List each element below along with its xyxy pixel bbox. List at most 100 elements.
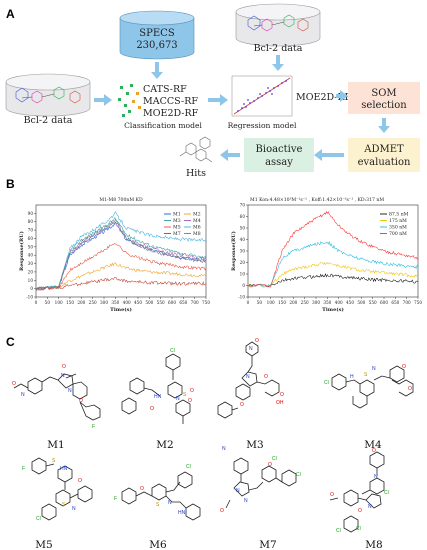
molecule-label-m4: M4: [364, 439, 382, 451]
x-tick-label: 150: [278, 300, 286, 305]
legend-label: M2: [193, 212, 201, 218]
specs-database-icon: [119, 10, 195, 60]
classification-caption: Classification model: [124, 121, 202, 130]
svg-text:H: H: [350, 374, 354, 380]
series-line: [247, 211, 419, 288]
svg-text:O: O: [78, 478, 82, 484]
x-tick-label: 700: [403, 300, 411, 305]
svg-text:N: N: [249, 346, 253, 352]
svg-text:HN: HN: [154, 394, 162, 400]
molecule-label-m8: M8: [365, 539, 382, 550]
molecule-m8-structure: O N Cl O O N Cl Cl: [329, 448, 389, 534]
svg-text:O: O: [264, 374, 268, 380]
y-tick-label: -10: [26, 295, 33, 300]
legend-label: 350 nM: [389, 225, 407, 231]
plot-frame: [35, 204, 207, 298]
series-line: [247, 240, 419, 288]
x-tick-label: 150: [66, 300, 74, 305]
svg-text:O: O: [372, 448, 376, 454]
bioassay-box: [244, 138, 314, 172]
legend-label: M1: [173, 212, 181, 218]
y-tick-label: 50: [28, 244, 34, 249]
x-axis-label: Time(s): [322, 306, 344, 313]
legend-label: M6: [193, 225, 201, 231]
som-box: [348, 82, 420, 114]
x-tick-label: 650: [391, 300, 399, 305]
hits-molecule-icon: [179, 136, 213, 163]
som-line-2: selection: [361, 100, 407, 111]
x-tick-label: 450: [134, 300, 142, 305]
sensorgram-chart-m1-concentrations: 0 50 100 150 200 250 300 350 400 450 500 550 600 650 7…: [230, 197, 422, 313]
panel-b-letter: B: [6, 177, 15, 191]
series-line: [247, 261, 419, 288]
svg-text:O: O: [62, 364, 66, 370]
database-name: SPECS: [139, 28, 175, 39]
class-model-2: MACCS-RF: [143, 96, 198, 107]
regression-caption: Regression model: [228, 121, 297, 130]
svg-text:S: S: [62, 502, 66, 508]
panel-a-letter: A: [6, 7, 15, 21]
legend-label: 175 nM: [389, 218, 407, 224]
class-model-3: MOE2D-RF: [143, 108, 199, 119]
x-tick-label: 250: [89, 300, 97, 305]
chart-title: M1 Kon:4.48×10³M⁻¹s⁻¹ , Koff:1.42×10⁻³s⁻…: [250, 197, 384, 203]
bcl2-left-label: Bcl-2 data: [24, 115, 73, 126]
y-tick-label: 30: [28, 261, 34, 266]
series-line: [35, 219, 207, 291]
svg-text:HN: HN: [60, 466, 68, 472]
svg-text:O: O: [408, 386, 412, 392]
x-tick-label: 200: [77, 300, 85, 305]
svg-text:N: N: [374, 474, 378, 480]
y-tick-label: -10: [238, 295, 245, 300]
regression-plot-icon: [231, 75, 293, 117]
svg-text:N: N: [236, 488, 240, 494]
x-tick-label: 750: [202, 300, 210, 305]
svg-text:Cl: Cl: [186, 464, 191, 470]
x-tick-label: 700: [191, 300, 199, 305]
series-line: [35, 221, 207, 290]
svg-text:O: O: [150, 406, 154, 412]
series-line: [35, 221, 207, 290]
y-axis-label: Response(RU): [230, 231, 237, 271]
x-tick-label: 50: [45, 300, 51, 305]
x-tick-label: 750: [414, 300, 422, 305]
molecule-label-m2: M2: [156, 439, 173, 451]
svg-text:N: N: [61, 373, 65, 379]
y-tick-label: 0: [242, 283, 245, 288]
x-tick-label: 50: [257, 300, 263, 305]
molecule-m6-structure: F O Cl N HN S: [114, 464, 201, 521]
svg-text:O: O: [140, 486, 144, 492]
svg-text:Cl: Cl: [356, 526, 361, 532]
x-tick-label: 550: [369, 300, 377, 305]
y-tick-label: 70: [28, 228, 34, 233]
molecule-m5-structure: F S HN O S N Cl: [22, 457, 93, 522]
svg-text:Cl: Cl: [170, 348, 175, 354]
arrowhead-to-regression: [220, 94, 228, 106]
molecule-label-m6: M6: [149, 539, 167, 550]
x-tick-label: 650: [179, 300, 187, 305]
svg-text:N: N: [176, 396, 180, 402]
svg-text:N: N: [244, 498, 248, 504]
x-tick-label: 300: [100, 300, 108, 305]
svg-text:O: O: [190, 388, 194, 394]
svg-text:Cl: Cl: [384, 490, 389, 496]
admet-line-2: evaluation: [358, 157, 411, 168]
sensorgram-chart-m1-m8: 0 50 100 150 200 250 300 350 400 450 500 550 600 650 7…: [18, 197, 210, 313]
molecule-label-m1: M1: [47, 439, 64, 451]
x-tick-label: 0: [247, 300, 250, 305]
svg-text:O: O: [358, 508, 362, 514]
x-tick-label: 100: [267, 300, 275, 305]
svg-text:HN: HN: [178, 510, 186, 516]
x-tick-label: 100: [55, 300, 63, 305]
x-tick-label: 600: [380, 300, 388, 305]
som-line-1: SOM: [371, 88, 396, 99]
x-tick-label: 0: [35, 300, 38, 305]
bcl2-top-label: Bcl-2 data: [254, 43, 303, 54]
x-tick-label: 500: [145, 300, 153, 305]
svg-text:O: O: [268, 462, 272, 468]
svg-text:S: S: [52, 458, 56, 464]
bcl2-top-dish-icon: [235, 3, 321, 47]
svg-text:N: N: [68, 388, 72, 394]
legend-label: M5: [173, 225, 181, 231]
